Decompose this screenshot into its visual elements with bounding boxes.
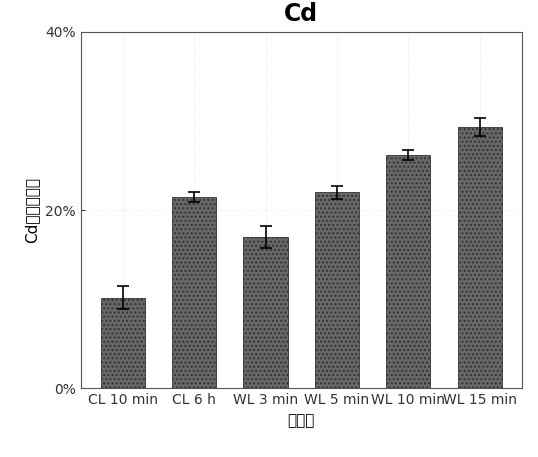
Bar xyxy=(244,237,288,388)
Y-axis label: Cd淡洗去除率: Cd淡洗去除率 xyxy=(25,177,40,243)
Bar xyxy=(457,128,502,388)
Bar xyxy=(386,155,430,388)
Bar xyxy=(172,197,216,388)
Bar xyxy=(101,298,145,388)
Bar xyxy=(315,192,359,388)
X-axis label: 处理组: 处理组 xyxy=(288,413,315,428)
Title: Cd: Cd xyxy=(284,2,318,26)
